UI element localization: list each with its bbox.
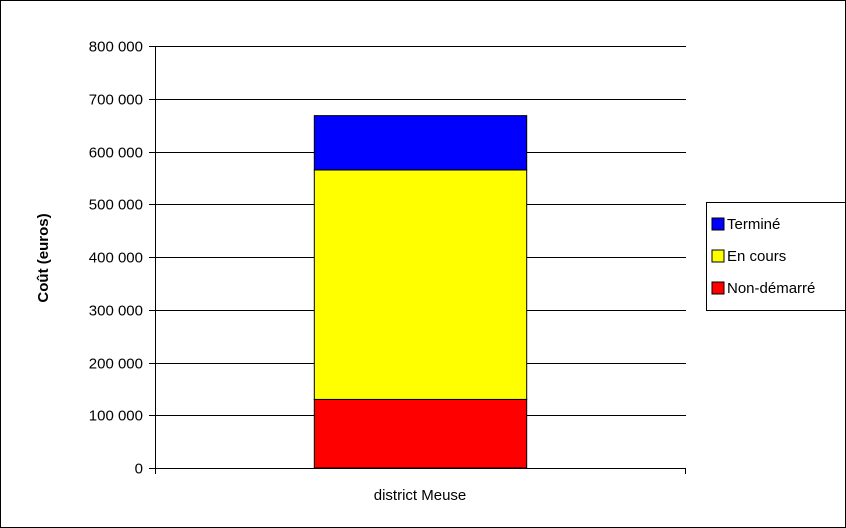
legend-swatch <box>711 217 725 231</box>
bar-segment <box>313 398 528 469</box>
y-tick-label: 600 000 <box>89 145 143 162</box>
legend-label: En cours <box>727 248 786 265</box>
y-tick-label: 500 000 <box>89 197 143 214</box>
bar-segment <box>313 169 528 400</box>
bar-segment <box>313 115 528 171</box>
y-tick-label: 700 000 <box>89 92 143 109</box>
y-tick-labels: 0 100 000 200 000 300 000 400 000 500 000 600 … <box>89 39 143 478</box>
legend-label: Terminé <box>727 216 780 233</box>
y-tick-label: 0 <box>135 461 143 478</box>
legend: Terminé En cours Non-démarré <box>706 202 846 311</box>
y-tick-label: 300 000 <box>89 303 143 320</box>
y-tick-label: 100 000 <box>89 408 143 425</box>
legend-swatch <box>711 281 725 295</box>
y-tick-label: 200 000 <box>89 356 143 373</box>
x-category-label: district Meuse <box>374 487 467 504</box>
legend-label: Non-démarré <box>727 280 815 297</box>
y-tick-label: 800 000 <box>89 39 143 56</box>
legend-swatch <box>711 249 725 263</box>
axes <box>149 46 686 474</box>
bars <box>313 115 528 469</box>
y-tick-label: 400 000 <box>89 250 143 267</box>
y-axis-label: Coût (euros) <box>35 213 52 302</box>
